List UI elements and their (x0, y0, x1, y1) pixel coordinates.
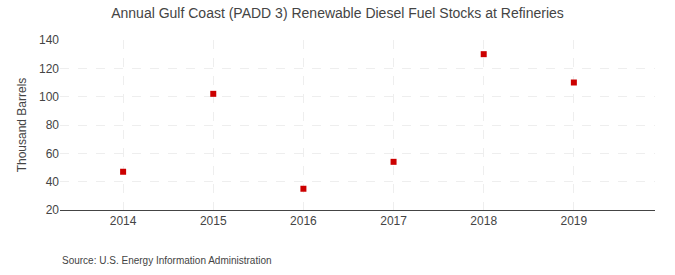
svg-text:2017: 2017 (380, 214, 407, 228)
svg-text:60: 60 (46, 147, 60, 161)
svg-text:Annual Gulf Coast (PADD 3) Ren: Annual Gulf Coast (PADD 3) Renewable Die… (111, 5, 564, 21)
svg-text:100: 100 (39, 90, 59, 104)
svg-text:120: 120 (39, 62, 59, 76)
svg-text:2019: 2019 (561, 214, 588, 228)
svg-text:80: 80 (46, 118, 60, 132)
svg-text:Source: U.S. Energy Informatio: Source: U.S. Energy Information Administ… (62, 255, 272, 266)
svg-text:2016: 2016 (290, 214, 317, 228)
svg-text:Thousand Barrels: Thousand Barrels (15, 78, 29, 173)
svg-text:2018: 2018 (470, 214, 497, 228)
svg-text:20: 20 (46, 203, 60, 217)
svg-text:40: 40 (46, 175, 60, 189)
svg-text:2015: 2015 (200, 214, 227, 228)
svg-text:140: 140 (39, 33, 59, 47)
svg-text:2014: 2014 (110, 214, 137, 228)
